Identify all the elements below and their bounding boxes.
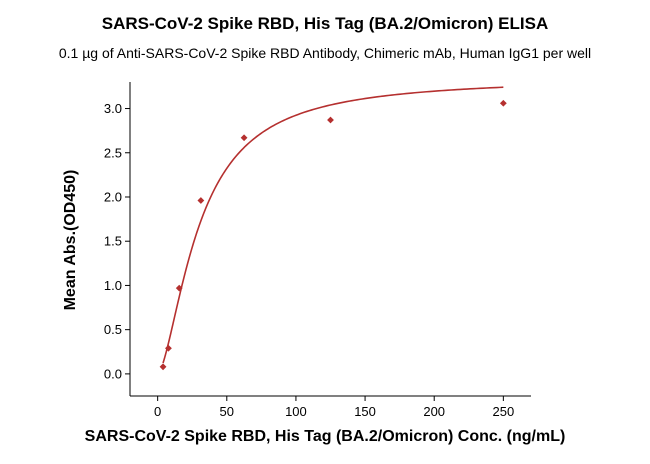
y-tick-label: 3.0: [104, 101, 122, 116]
data-point: [327, 116, 334, 124]
y-tick-label: 1.0: [104, 278, 122, 293]
x-tick-label: 100: [285, 404, 307, 419]
fit-curve: [162, 86, 504, 364]
y-tick-label: 1.5: [104, 234, 122, 249]
data-point: [165, 344, 172, 352]
data-point: [499, 99, 507, 107]
y-tick-label: 0.0: [104, 366, 122, 381]
y-axis-label: Mean Abs.(OD450): [62, 169, 79, 311]
chart-title: SARS-CoV-2 Spike RBD, His Tag (BA.2/Omic…: [101, 14, 549, 33]
x-tick-label: 0: [154, 404, 161, 419]
x-tick-label: 250: [492, 404, 514, 419]
data-point: [240, 134, 248, 142]
x-axis-label: SARS-CoV-2 Spike RBD, His Tag (BA.2/Omic…: [84, 428, 566, 445]
data-point: [159, 363, 167, 371]
x-tick-label: 200: [423, 404, 445, 419]
y-tick-label: 0.5: [104, 322, 122, 337]
y-tick-label: 2.5: [104, 145, 122, 160]
x-tick-label: 50: [220, 404, 234, 419]
data-point: [175, 284, 183, 292]
x-tick-label: 150: [354, 404, 376, 419]
chart-subtitle: 0.1 µg of Anti-SARS-CoV-2 Spike RBD Anti…: [58, 45, 592, 61]
data-point: [197, 197, 205, 204]
y-tick-label: 2.0: [104, 189, 122, 204]
